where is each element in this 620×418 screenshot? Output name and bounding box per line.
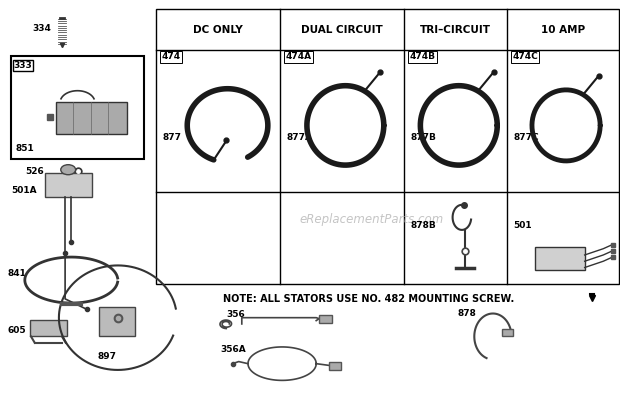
Text: 877A: 877A (286, 133, 312, 143)
Text: 841: 841 (7, 269, 26, 278)
Text: DUAL CIRCUIT: DUAL CIRCUIT (301, 25, 383, 35)
Bar (535, 247, 585, 270)
Text: 877: 877 (162, 133, 182, 143)
Text: DC ONLY: DC ONLY (193, 25, 243, 35)
Bar (30, 320, 67, 336)
Text: 877B: 877B (410, 133, 436, 143)
Bar (11, 56, 144, 159)
Circle shape (61, 165, 76, 175)
Text: 333: 333 (14, 61, 32, 70)
Text: 851: 851 (16, 144, 34, 153)
Text: TRI–CIRCUIT: TRI–CIRCUIT (420, 25, 491, 35)
Text: 877C: 877C (513, 133, 539, 143)
Text: 474: 474 (161, 52, 180, 61)
Text: 501A: 501A (11, 186, 37, 195)
Bar (45, 173, 92, 197)
Bar (329, 362, 341, 370)
Text: 605: 605 (7, 326, 26, 335)
Text: 878: 878 (458, 309, 476, 318)
Text: 897: 897 (98, 352, 117, 361)
Text: eReplacementParts.com: eReplacementParts.com (300, 213, 444, 226)
Text: 526: 526 (25, 167, 43, 176)
Text: 501: 501 (513, 221, 532, 230)
Bar (156, 9, 619, 284)
Text: 474A: 474A (285, 52, 311, 61)
Bar (99, 307, 135, 336)
Text: NOTE: ALL STATORS USE NO. 482 MOUNTING SCREW.: NOTE: ALL STATORS USE NO. 482 MOUNTING S… (223, 294, 515, 304)
Bar (56, 102, 127, 134)
Text: 356A: 356A (220, 345, 246, 354)
Text: 474C: 474C (512, 52, 538, 61)
Text: 474B: 474B (409, 52, 435, 61)
Text: 10 AMP: 10 AMP (541, 25, 585, 35)
Text: 356: 356 (226, 310, 245, 319)
Bar (319, 315, 332, 323)
Bar (502, 329, 513, 336)
Text: 334: 334 (32, 23, 51, 33)
Text: 878B: 878B (410, 221, 436, 230)
